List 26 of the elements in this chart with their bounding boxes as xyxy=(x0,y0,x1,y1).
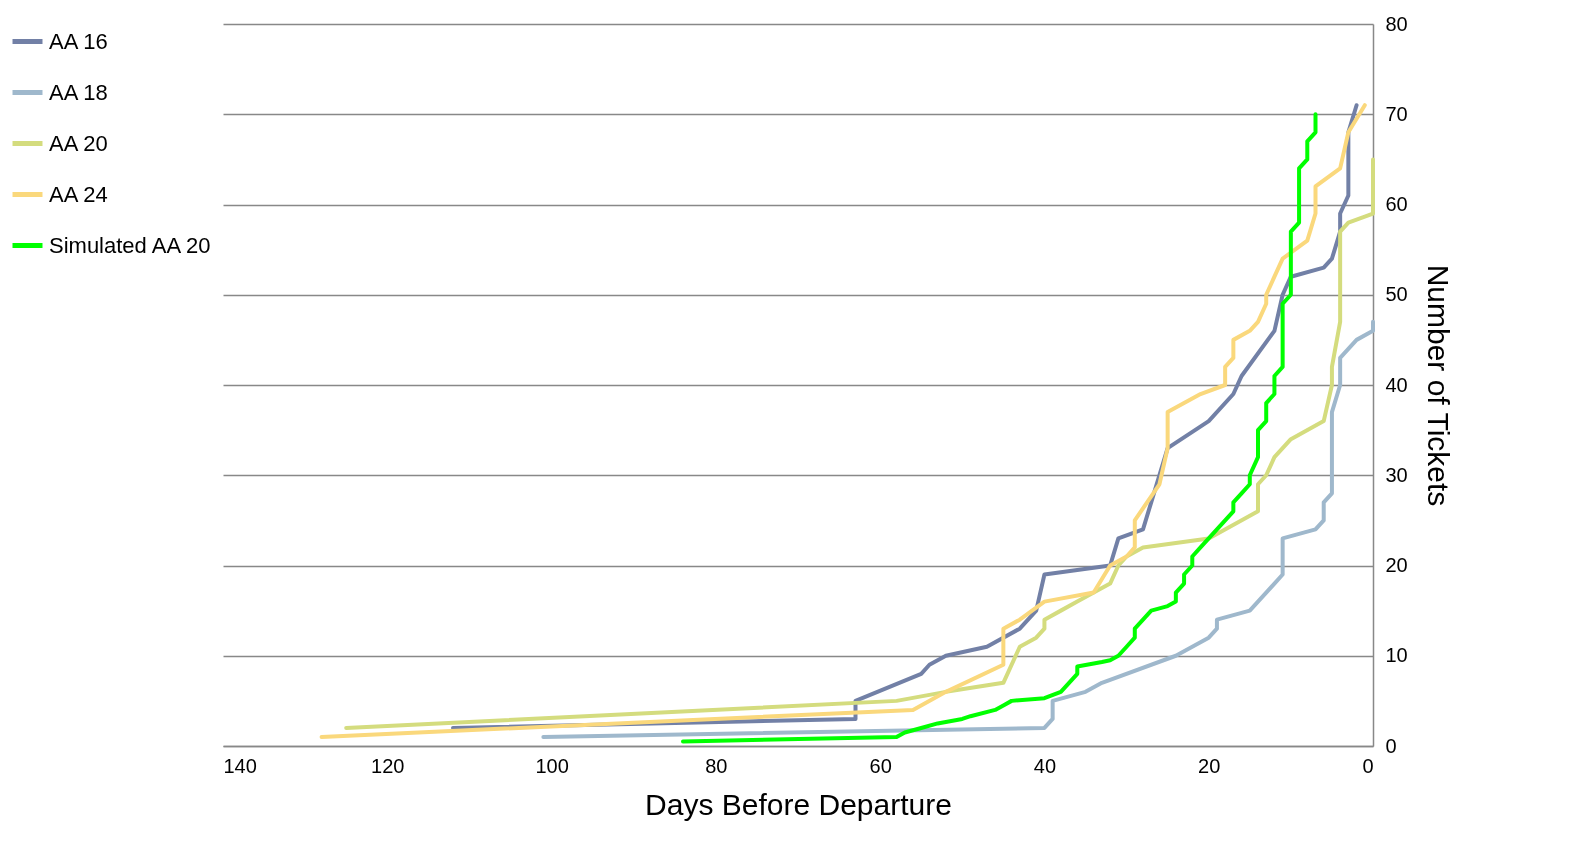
x-tick-label: 140 xyxy=(223,754,257,777)
line-series xyxy=(541,319,1375,739)
legend-label: AA 24 xyxy=(49,181,108,207)
y-tick-label: 0 xyxy=(1385,734,1397,757)
y-tick-label: 80 xyxy=(1385,12,1408,35)
y-tick-label: 40 xyxy=(1385,373,1408,396)
legend-label: Simulated AA 20 xyxy=(49,232,211,258)
y-tick-label: 50 xyxy=(1385,283,1408,306)
x-tick-label: 120 xyxy=(371,754,405,777)
y-tick-label: 70 xyxy=(1385,102,1408,125)
legend-label: AA 18 xyxy=(49,79,108,105)
x-tick-label: 0 xyxy=(1362,754,1374,777)
y-tick-label: 60 xyxy=(1385,193,1408,215)
legend-label: AA 20 xyxy=(49,130,108,156)
legend-label: AA 16 xyxy=(49,28,108,54)
x-tick-label: 20 xyxy=(1198,754,1221,777)
x-tick-label: 100 xyxy=(535,754,569,777)
x-tick-label: 40 xyxy=(1033,754,1057,777)
x-tick-label: 60 xyxy=(869,754,892,777)
x-tick-label: 80 xyxy=(705,754,728,777)
y-tick-label: 20 xyxy=(1385,554,1408,576)
line-series xyxy=(681,112,1318,744)
x-axis-title: Days Before Departure xyxy=(645,787,952,821)
y-axis-title: Number of Tickets xyxy=(1421,264,1455,507)
y-tick-label: 10 xyxy=(1385,644,1408,667)
y-tick-label: 30 xyxy=(1385,463,1408,486)
